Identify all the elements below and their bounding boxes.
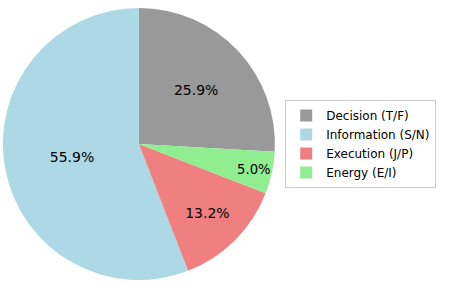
svg-text:Energy (E/I): Energy (E/I) <box>326 166 396 180</box>
svg-text:13.2%: 13.2% <box>185 205 229 221</box>
svg-text:25.9%: 25.9% <box>174 82 218 98</box>
svg-text:Information (S/N): Information (S/N) <box>326 128 429 142</box>
svg-text:5.0%: 5.0% <box>237 162 271 177</box>
svg-text:Decision (T/F): Decision (T/F) <box>326 109 409 123</box>
svg-text:Execution (J/P): Execution (J/P) <box>326 147 413 161</box>
svg-text:55.9%: 55.9% <box>50 149 94 165</box>
